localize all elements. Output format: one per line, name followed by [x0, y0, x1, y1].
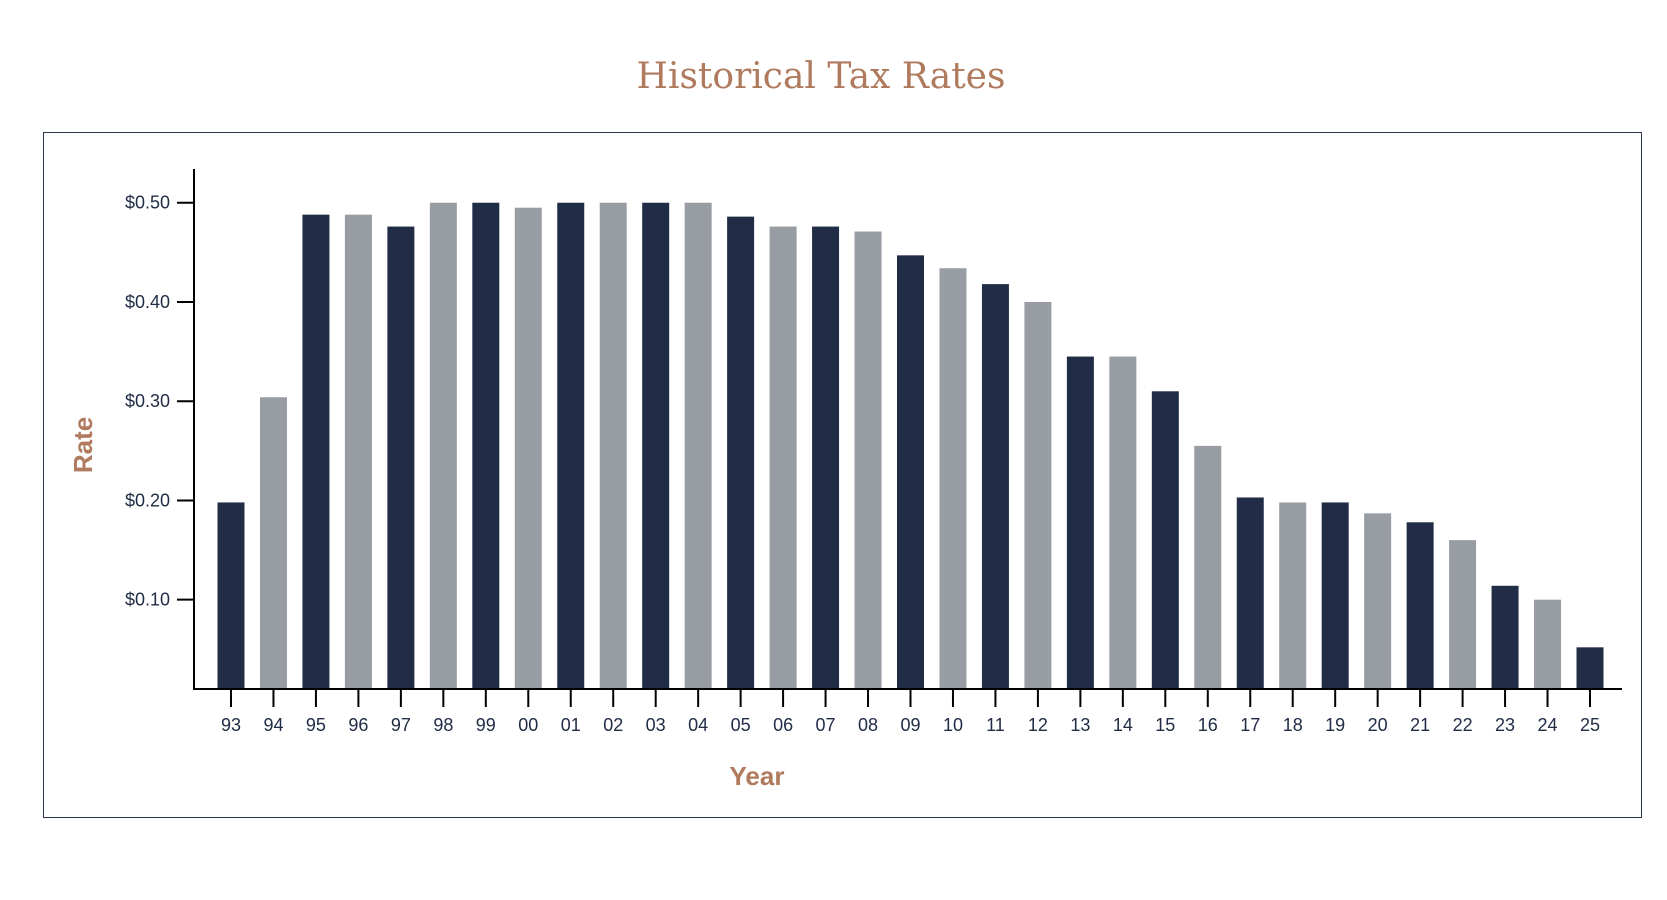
bar-00: [514, 207, 542, 690]
bar-12: [1024, 301, 1052, 689]
x-tick-label: 00: [518, 715, 538, 735]
bar-96: [344, 214, 372, 689]
x-axis-label: Year: [730, 761, 785, 791]
y-tick-label: $0.30: [125, 391, 170, 411]
y-tick-label: $0.20: [125, 490, 170, 510]
x-tick-label: 22: [1453, 715, 1473, 735]
bar-24: [1534, 599, 1562, 689]
x-tick-label: 08: [858, 715, 878, 735]
x-tick-label: 21: [1410, 715, 1430, 735]
bar-06: [769, 226, 797, 689]
x-tick-label: 10: [943, 715, 963, 735]
x-tick-label: 13: [1070, 715, 1090, 735]
x-tick-label: 14: [1113, 715, 1133, 735]
bar-15: [1151, 391, 1179, 689]
bar-05: [727, 216, 755, 689]
bar-22: [1449, 540, 1477, 689]
y-tick-label: $0.50: [125, 193, 170, 213]
bar-21: [1406, 522, 1434, 689]
y-axis-label: Rate: [68, 417, 98, 473]
x-tick-label: 96: [348, 715, 368, 735]
x-tick-label: 02: [603, 715, 623, 735]
x-tick-label: 94: [263, 715, 283, 735]
bar-17: [1236, 497, 1264, 689]
x-tick-label: 98: [433, 715, 453, 735]
bar-11: [981, 284, 1009, 689]
bar-20: [1364, 513, 1392, 689]
x-tick-label: 19: [1325, 715, 1345, 735]
x-tick-label: 09: [900, 715, 920, 735]
x-tick-label: 04: [688, 715, 708, 735]
x-tick-label: 15: [1155, 715, 1175, 735]
bar-09: [897, 255, 924, 689]
bar-23: [1491, 585, 1519, 689]
x-tick-label: 11: [986, 715, 1005, 735]
bar-95: [302, 214, 330, 689]
bar-01: [557, 202, 585, 689]
x-tick-label: 06: [773, 715, 793, 735]
bar-94: [259, 397, 287, 689]
x-tick-label: 03: [646, 715, 666, 735]
x-tick-label: 93: [221, 715, 241, 735]
x-tick-label: 12: [1028, 715, 1048, 735]
x-tick-label: 95: [306, 715, 326, 735]
x-tick-label: 24: [1538, 715, 1558, 735]
chart-frame: [43, 132, 1642, 818]
x-tick-label: 17: [1240, 715, 1260, 735]
x-tick-label: 23: [1495, 715, 1515, 735]
chart-title: Historical Tax Rates: [636, 56, 1006, 97]
bar-16: [1194, 445, 1222, 689]
bar-04: [684, 202, 712, 689]
bar-25: [1576, 647, 1604, 689]
x-tick-label: 18: [1283, 715, 1303, 735]
bar-19: [1321, 502, 1349, 689]
bar-10: [939, 268, 967, 689]
x-tick-label: 01: [561, 715, 581, 735]
x-tick-label: 05: [731, 715, 751, 735]
bar-97: [387, 226, 415, 689]
x-tick-label: 16: [1198, 715, 1218, 735]
bar-14: [1109, 356, 1137, 689]
x-tick-label: 97: [391, 715, 411, 735]
bar-13: [1066, 356, 1094, 689]
x-tick-label: 20: [1368, 715, 1388, 735]
bar-98: [429, 202, 457, 689]
bar-03: [642, 202, 670, 689]
bar-93: [217, 502, 245, 689]
bar-99: [472, 202, 500, 689]
y-tick-label: $0.40: [125, 292, 170, 312]
bar-07: [812, 226, 840, 689]
bar-18: [1279, 502, 1307, 689]
bar-02: [599, 202, 627, 689]
x-tick-label: 99: [476, 715, 496, 735]
y-tick-label: $0.10: [125, 590, 170, 610]
x-tick-label: 07: [816, 715, 836, 735]
x-tick-label: 25: [1580, 715, 1600, 735]
bar-08: [854, 231, 882, 689]
